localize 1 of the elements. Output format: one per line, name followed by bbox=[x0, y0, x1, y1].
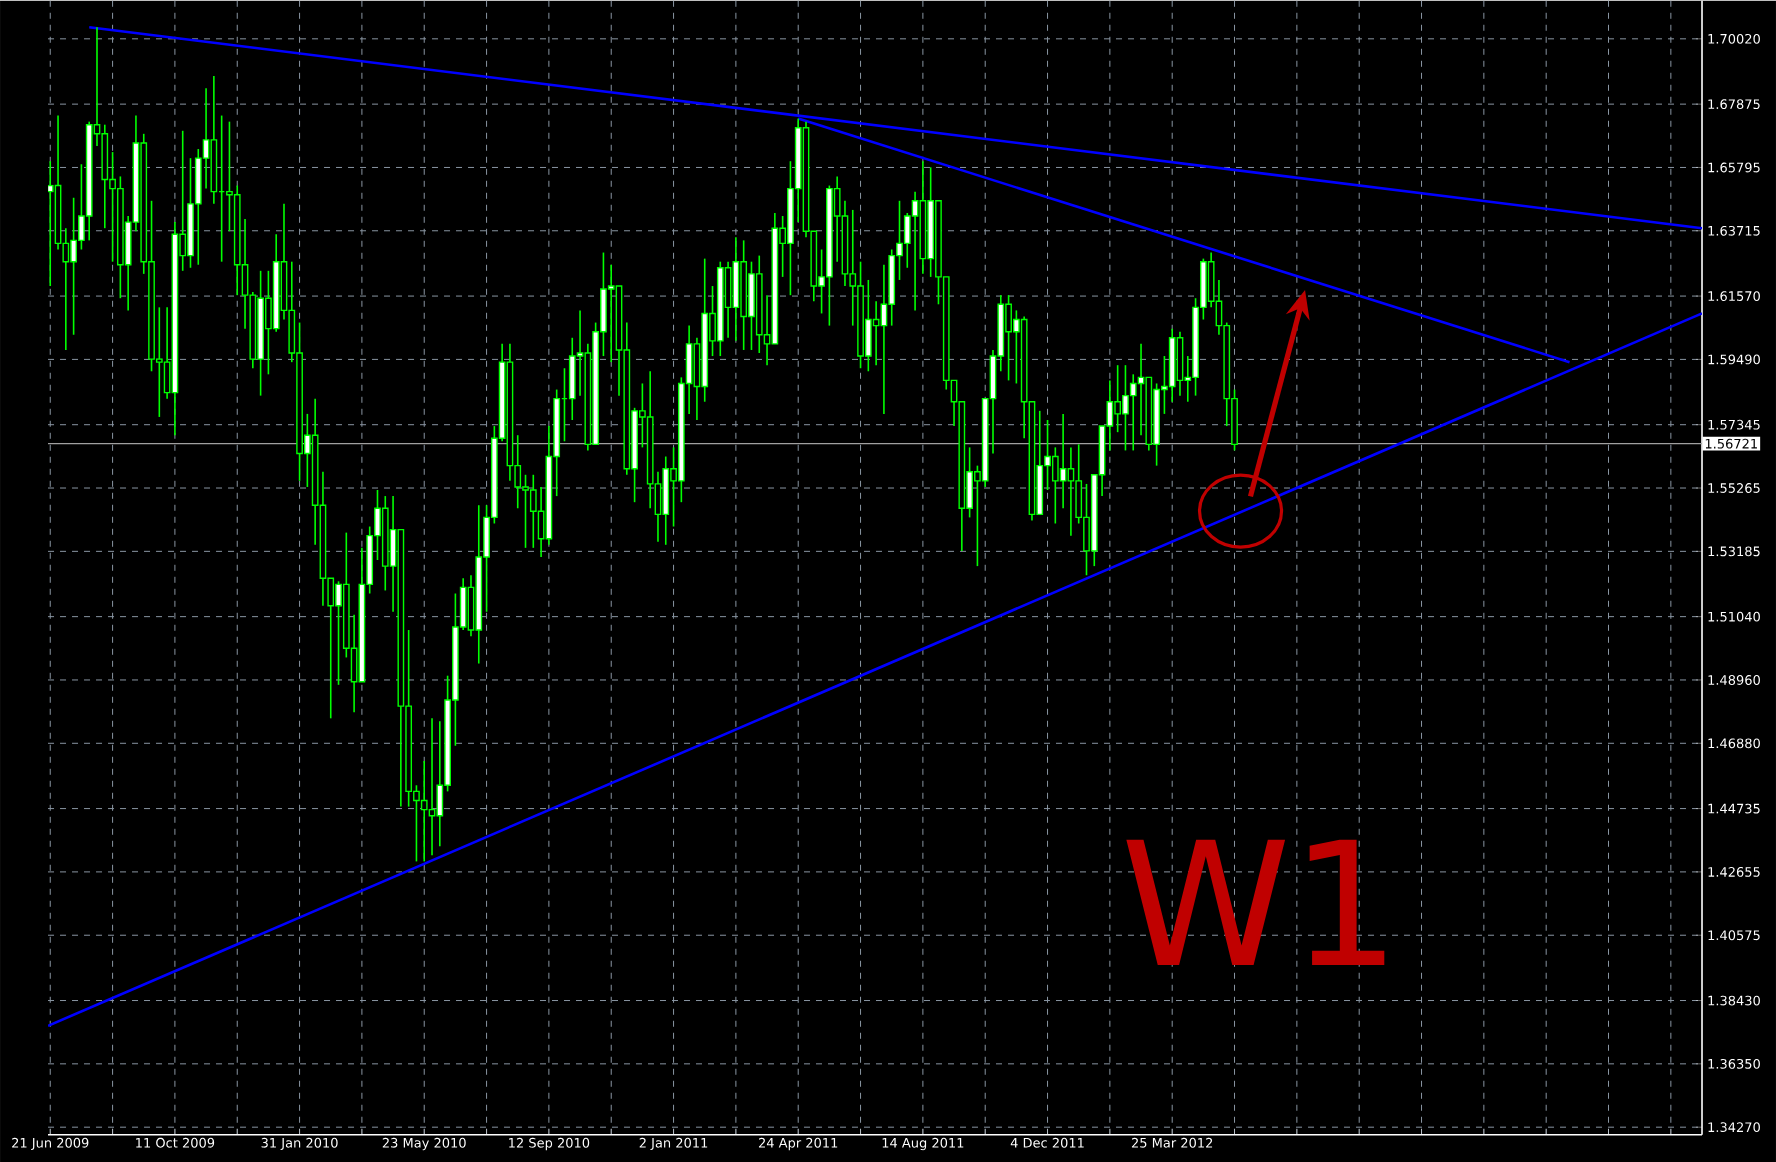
annotation: W1 bbox=[1126, 839, 1385, 965]
